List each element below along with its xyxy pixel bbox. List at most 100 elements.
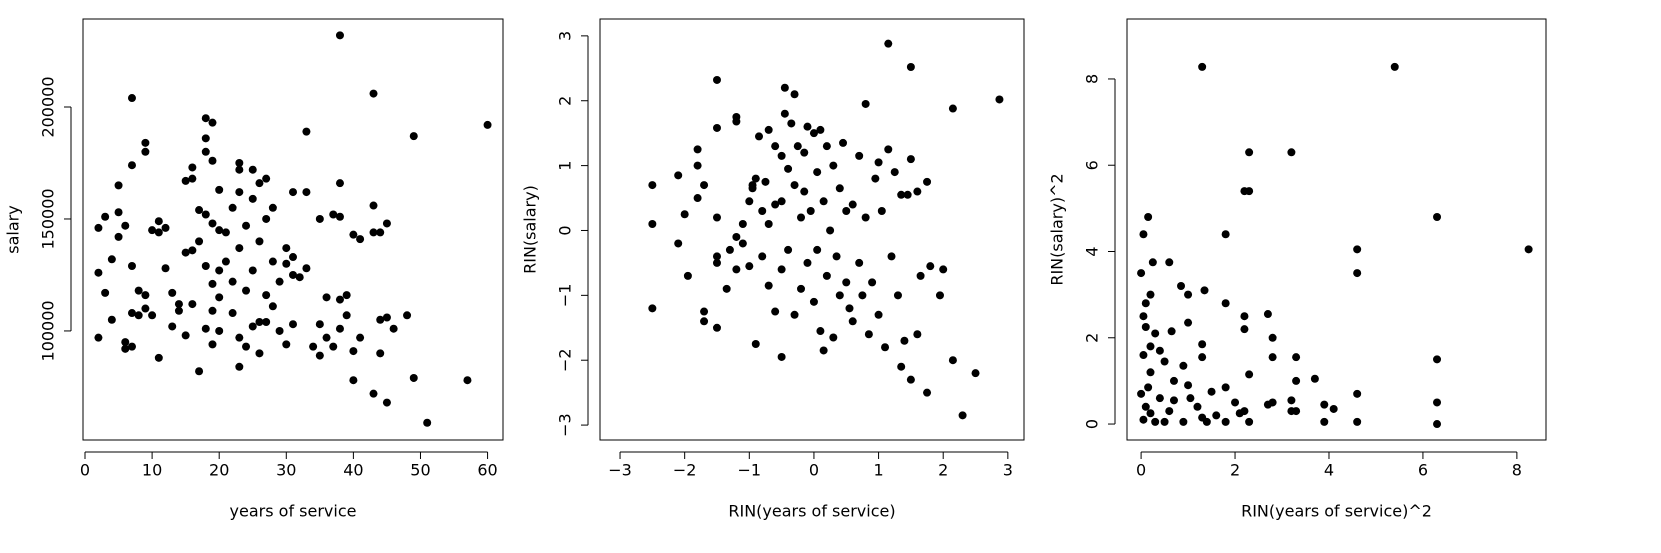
point xyxy=(302,127,311,136)
point xyxy=(948,356,957,365)
point xyxy=(409,373,418,382)
point xyxy=(1137,269,1146,278)
plot-box xyxy=(1126,18,1547,441)
point xyxy=(235,158,244,167)
point xyxy=(134,311,143,320)
point xyxy=(121,338,130,347)
point xyxy=(861,99,870,108)
point xyxy=(215,226,224,235)
point xyxy=(826,226,835,235)
point xyxy=(382,219,391,228)
y-tick-label: 6 xyxy=(1083,160,1102,170)
point xyxy=(1320,417,1329,426)
point xyxy=(1200,286,1209,295)
point xyxy=(1144,212,1153,221)
point xyxy=(1198,340,1207,349)
point xyxy=(114,208,123,217)
x-tick-label: 6 xyxy=(1418,461,1428,480)
point xyxy=(1151,329,1160,338)
point xyxy=(958,411,967,420)
x-axis-label: RIN(years of service) xyxy=(728,502,895,521)
point xyxy=(1165,407,1174,416)
point xyxy=(208,219,217,228)
point xyxy=(248,165,257,174)
point xyxy=(648,219,657,228)
point xyxy=(262,291,271,300)
point xyxy=(289,270,297,279)
x-tick-label: 4 xyxy=(1324,461,1334,480)
point xyxy=(141,138,150,147)
point xyxy=(1155,346,1164,355)
point xyxy=(1202,417,1211,426)
y-tick-label: 1 xyxy=(556,161,575,171)
x-tick-label: 1 xyxy=(873,461,883,480)
point xyxy=(1207,387,1216,396)
point xyxy=(871,174,880,183)
point xyxy=(1245,148,1254,157)
point xyxy=(382,313,391,322)
point xyxy=(248,194,257,203)
x-tick-label: 0 xyxy=(80,461,90,480)
point xyxy=(1292,376,1301,385)
point xyxy=(235,333,244,342)
point xyxy=(1310,374,1319,383)
point xyxy=(188,246,197,255)
x-tick-label: 2 xyxy=(938,461,948,480)
point xyxy=(848,200,857,209)
point xyxy=(1268,353,1277,362)
point xyxy=(483,120,492,129)
point xyxy=(874,158,883,167)
point xyxy=(816,327,825,336)
point xyxy=(923,388,932,397)
point xyxy=(403,311,412,320)
point xyxy=(94,268,103,277)
y-tick-label: −3 xyxy=(556,413,575,437)
point xyxy=(356,333,365,342)
point xyxy=(732,232,741,241)
y-tick-label: 0 xyxy=(1083,419,1102,429)
y-tick-label: 100000 xyxy=(39,300,58,361)
point xyxy=(215,293,224,302)
x-tick-label: 50 xyxy=(410,461,430,480)
point xyxy=(806,207,815,216)
point xyxy=(787,119,796,128)
point xyxy=(195,367,204,376)
point xyxy=(228,203,237,212)
point xyxy=(906,375,915,384)
point xyxy=(1240,312,1249,321)
point xyxy=(262,317,271,326)
point xyxy=(1433,398,1442,407)
point xyxy=(342,291,351,300)
y-tick-label: −1 xyxy=(556,284,575,308)
point xyxy=(188,300,197,309)
point xyxy=(764,281,773,290)
point xyxy=(897,190,906,199)
point xyxy=(648,304,657,313)
point xyxy=(797,284,806,293)
point xyxy=(1221,417,1230,426)
point xyxy=(335,324,344,333)
point xyxy=(780,109,789,118)
point xyxy=(114,232,123,241)
point xyxy=(423,418,432,427)
point xyxy=(382,398,391,407)
point xyxy=(683,271,692,280)
point xyxy=(800,148,809,157)
point xyxy=(1146,342,1155,351)
point xyxy=(268,302,277,311)
point xyxy=(101,288,110,297)
point xyxy=(161,264,170,273)
point xyxy=(890,168,899,177)
point xyxy=(161,223,170,232)
point xyxy=(1524,245,1533,254)
point xyxy=(855,258,864,267)
plot-box xyxy=(599,18,1025,441)
point xyxy=(221,257,230,266)
point xyxy=(154,217,163,226)
point xyxy=(842,207,851,216)
point xyxy=(913,187,922,196)
point xyxy=(835,291,844,300)
point xyxy=(1139,312,1148,321)
point xyxy=(1160,357,1169,366)
point xyxy=(995,95,1004,104)
